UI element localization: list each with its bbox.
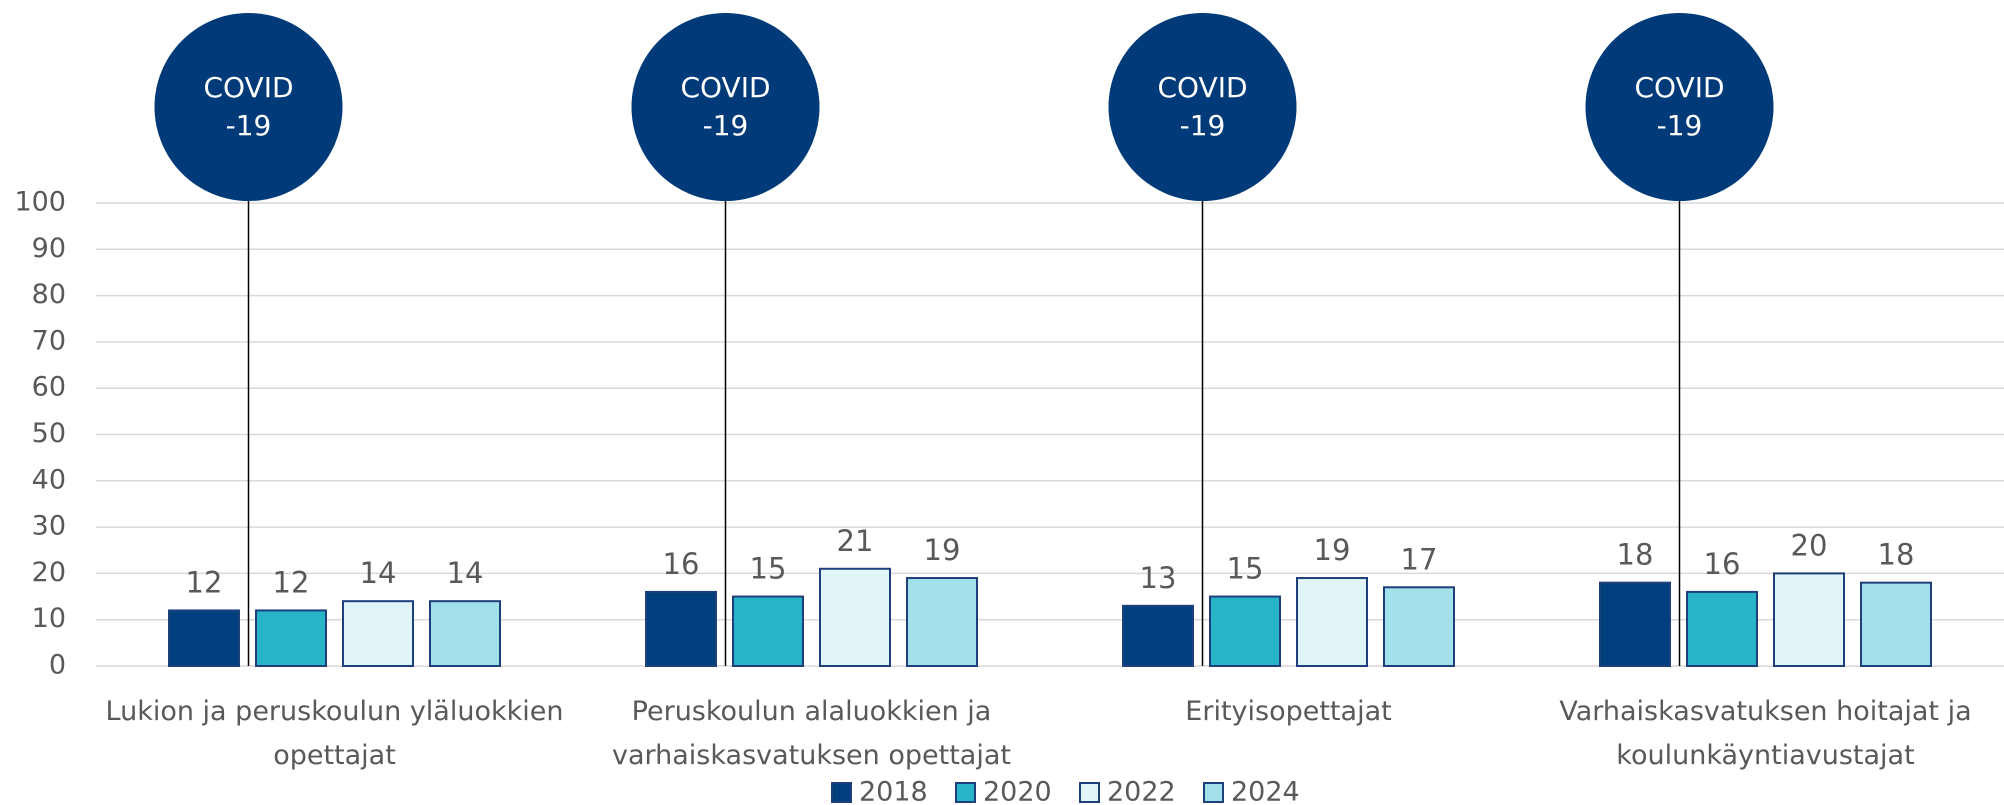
x-tick-label: Lukion ja peruskoulun yläluokkien opettaj… <box>106 696 564 771</box>
annotation-text: -19 <box>226 109 272 142</box>
value-label: 15 <box>750 552 787 586</box>
legend-label: 2020 <box>983 777 1052 805</box>
y-tick-label: 100 <box>14 187 66 218</box>
x-tick-label: Varhaiskasvatuksen hoitajat ja koulunkäyn… <box>1559 696 1971 771</box>
y-tick-label: 50 <box>32 418 66 449</box>
annotation-text: -19 <box>1657 109 1703 142</box>
bar <box>1122 604 1194 667</box>
legend-swatch <box>1079 782 1100 803</box>
x-tick-label: Erityisopettajat <box>1185 696 1391 727</box>
value-label: 14 <box>360 556 397 590</box>
y-tick-label: 80 <box>32 279 66 310</box>
bar <box>732 595 804 667</box>
bar <box>1383 586 1455 667</box>
value-label: 15 <box>1227 552 1264 586</box>
value-label: 12 <box>273 565 310 599</box>
bar <box>342 600 414 667</box>
value-label: 16 <box>663 547 700 581</box>
y-tick-label: 70 <box>32 325 66 356</box>
legend-label: 2018 <box>859 777 928 805</box>
bar <box>819 567 891 668</box>
annotation-text: COVID <box>1634 71 1724 104</box>
value-label: 18 <box>1878 538 1915 572</box>
bar <box>1209 595 1281 667</box>
annotation-circle <box>1585 13 1774 201</box>
annotation-text: COVID <box>1157 71 1247 104</box>
annotation-text: COVID <box>203 71 293 104</box>
y-tick-label: 0 <box>49 650 66 681</box>
x-tick-label: Peruskoulun alaluokkien ja varhaiskasvatu… <box>612 696 1011 771</box>
annotation-text: -19 <box>1180 109 1226 142</box>
annotation-text: COVID <box>680 71 770 104</box>
bar <box>1773 572 1845 668</box>
y-tick-label: 30 <box>32 511 66 542</box>
value-label: 17 <box>1401 542 1438 576</box>
bar <box>906 577 978 668</box>
y-tick-label: 20 <box>32 557 66 588</box>
value-label: 21 <box>837 524 874 558</box>
y-tick-label: 10 <box>32 603 66 634</box>
value-label: 20 <box>1791 528 1828 562</box>
annotation-circle <box>1108 13 1297 201</box>
value-label: 16 <box>1704 547 1741 581</box>
bar <box>1686 590 1758 667</box>
bar <box>1860 581 1932 667</box>
annotation-circle <box>154 13 343 201</box>
legend-label: 2022 <box>1107 777 1176 805</box>
bar <box>1599 581 1671 667</box>
legend-swatch <box>1203 782 1224 803</box>
annotation-circle <box>631 13 820 201</box>
value-label: 19 <box>924 533 961 567</box>
value-label: 19 <box>1314 533 1351 567</box>
y-tick-label: 60 <box>32 372 66 403</box>
bar <box>255 609 327 668</box>
value-label: 18 <box>1617 538 1654 572</box>
bar <box>1296 577 1368 668</box>
bar <box>168 609 240 668</box>
y-tick-label: 90 <box>32 233 66 264</box>
legend-swatch <box>831 782 852 803</box>
legend-label: 2024 <box>1231 777 1300 805</box>
y-tick-label: 40 <box>32 464 66 495</box>
bar <box>429 600 501 667</box>
value-label: 12 <box>186 565 223 599</box>
legend-swatch <box>955 782 976 803</box>
value-label: 13 <box>1140 561 1177 595</box>
annotation-text: -19 <box>703 109 749 142</box>
bar <box>645 590 717 667</box>
value-label: 14 <box>447 556 484 590</box>
